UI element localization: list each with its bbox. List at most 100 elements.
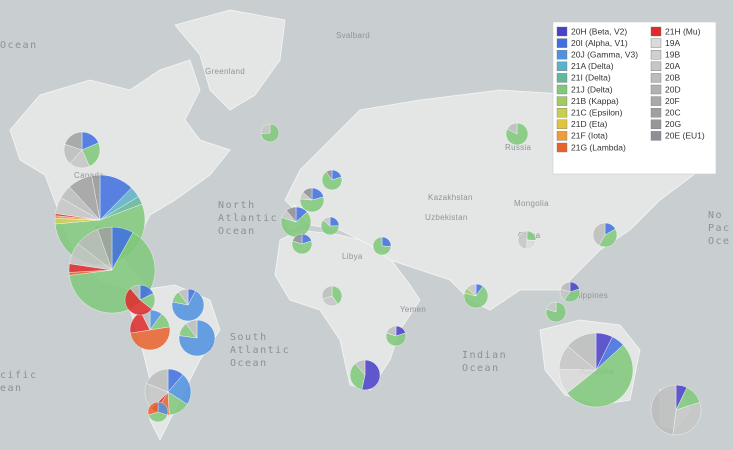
legend-label: 19A	[665, 38, 680, 48]
pie-slice	[325, 169, 333, 181]
pie-slice	[506, 122, 518, 135]
pie-slice	[320, 219, 340, 236]
legend-label: 20H (Beta, V2)	[571, 26, 627, 36]
legend-swatch	[650, 131, 662, 141]
legend-swatch	[556, 61, 568, 71]
pie	[650, 384, 702, 436]
pie-slice	[178, 288, 189, 306]
pie-slice	[171, 290, 205, 322]
pie-slice	[650, 384, 677, 436]
map-label: Mongolia	[514, 199, 549, 208]
pie	[260, 123, 280, 143]
pie	[291, 233, 313, 255]
pie-slice	[292, 233, 303, 245]
legend-label: 21F (Iota)	[571, 131, 608, 141]
legend-label: 21G (Lambda)	[571, 142, 626, 152]
legend-swatch	[556, 142, 568, 153]
legend-box	[552, 21, 717, 175]
legend-swatch	[650, 61, 662, 71]
legend: 20H (Beta, V2) 20I (Alpha, V1)20J (Gamma,…	[552, 21, 717, 175]
pie-slice	[567, 332, 597, 371]
map-label: Philippines	[566, 291, 608, 300]
pie	[280, 206, 312, 238]
pie-slice	[146, 368, 169, 393]
legend-swatch	[650, 73, 662, 83]
pie-slice	[466, 283, 477, 297]
legend-label: 21I (Delta)	[571, 73, 611, 83]
pie-slice	[124, 288, 153, 316]
pie-slice	[291, 240, 313, 255]
pie-slice	[517, 230, 528, 250]
pie	[147, 401, 169, 423]
legend-label: 21A (Delta)	[571, 61, 614, 71]
pie	[559, 281, 581, 303]
pie-slice	[91, 174, 101, 221]
map-label: cific	[0, 370, 38, 381]
legend-swatch	[556, 26, 568, 37]
legend-label: 21J (Delta)	[571, 84, 613, 94]
legend-swatch	[556, 107, 568, 118]
map-label: Ocean	[218, 226, 256, 237]
pie-slice	[64, 131, 83, 151]
pie-slice	[545, 301, 567, 323]
legend-swatch	[650, 107, 662, 118]
map-label: Svalbard	[336, 31, 370, 40]
pie	[463, 283, 489, 309]
map-label: North	[218, 200, 256, 211]
pie-slice	[505, 122, 529, 146]
legend-swatch	[650, 84, 662, 95]
map-label: Canada	[74, 171, 104, 180]
pie-slice	[302, 187, 313, 201]
pie	[171, 288, 205, 322]
pie-slice	[672, 402, 702, 436]
pie	[178, 319, 216, 357]
pie	[124, 284, 156, 316]
pie-slice	[148, 411, 168, 423]
pie-slice	[130, 326, 171, 351]
legend-swatch	[650, 26, 662, 37]
pie-markers	[54, 122, 702, 436]
pie-slice	[147, 401, 159, 416]
legend-label: 20B	[665, 73, 680, 83]
map-label: ean	[0, 383, 23, 394]
pie-slice	[560, 281, 571, 293]
pie	[505, 122, 529, 146]
pie-slice	[321, 285, 333, 300]
map-label: Yemen	[400, 305, 426, 314]
legend-swatch	[556, 119, 568, 130]
pie-slice	[260, 123, 280, 143]
map-label: Uzbekistan	[425, 213, 468, 222]
map-label: South	[230, 332, 268, 343]
legend-label: 20F	[665, 96, 680, 106]
pie-slice	[322, 216, 331, 227]
legend-label: 21H (Mu)	[665, 26, 701, 36]
pie-slice	[185, 319, 198, 339]
pie	[299, 187, 325, 213]
legend-swatch	[556, 84, 568, 95]
legend-label: 19B	[665, 49, 680, 59]
pie-slice	[361, 359, 381, 391]
pie-slice	[167, 374, 192, 405]
pie	[545, 301, 567, 323]
pie-slice	[130, 284, 141, 301]
pie	[63, 131, 101, 169]
legend-swatch	[556, 38, 568, 48]
pie-slice	[463, 285, 489, 309]
pie-slice	[349, 363, 366, 390]
legend-label: 20I (Alpha, V1)	[571, 38, 628, 48]
legend-label: 20C	[665, 107, 681, 117]
map-label: Indian	[462, 350, 507, 361]
legend-label: 20J (Gamma, V3)	[571, 49, 638, 59]
pie-slice	[260, 123, 271, 134]
pie-slice	[331, 285, 343, 305]
legend-label: 20D	[665, 84, 681, 94]
map-label: Libya	[342, 252, 363, 261]
legend-label: 21B (Kappa)	[571, 96, 619, 106]
pie	[320, 216, 340, 236]
pie-slice	[385, 332, 407, 347]
legend-label: 20E (EU1)	[665, 131, 705, 141]
pie	[517, 230, 537, 250]
pie-slice	[372, 236, 392, 256]
pie	[321, 285, 343, 307]
